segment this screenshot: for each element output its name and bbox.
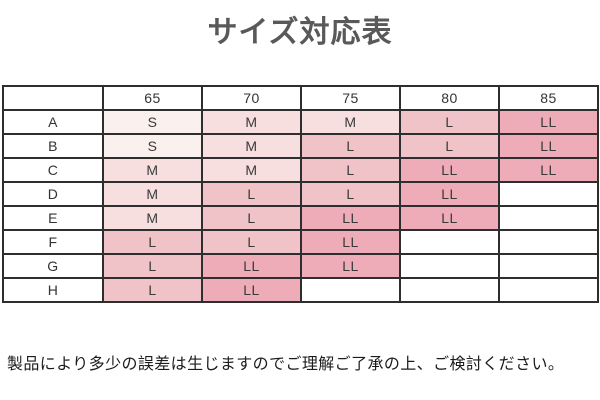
table-row: A S M M L LL bbox=[2, 109, 599, 135]
size-cell: LL bbox=[498, 157, 599, 183]
size-cell: LL bbox=[399, 205, 500, 231]
disclaimer-note: 製品により多少の誤差は生じますのでご理解ご了承の上、ご検討ください。 bbox=[7, 356, 565, 373]
empty-cell bbox=[498, 229, 599, 255]
size-cell: M bbox=[201, 157, 302, 183]
empty-cell bbox=[399, 253, 500, 279]
size-cell: LL bbox=[300, 229, 401, 255]
size-cell: LL bbox=[300, 205, 401, 231]
row-label-cell: A bbox=[2, 109, 104, 135]
size-cell: M bbox=[201, 109, 302, 135]
size-cell: L bbox=[201, 205, 302, 231]
row-label-cell: G bbox=[2, 253, 104, 279]
size-cell: M bbox=[300, 109, 401, 135]
size-cell: M bbox=[102, 205, 203, 231]
size-cell: L bbox=[102, 277, 203, 303]
column-header-cell: 75 bbox=[300, 85, 401, 111]
table-header-row: 65 70 75 80 85 bbox=[2, 85, 599, 111]
size-cell: L bbox=[300, 133, 401, 159]
empty-cell bbox=[498, 277, 599, 303]
size-cell: M bbox=[102, 181, 203, 207]
size-cell: S bbox=[102, 133, 203, 159]
size-cell: L bbox=[102, 253, 203, 279]
table-row: E M L LL LL bbox=[2, 205, 599, 231]
size-cell: LL bbox=[498, 133, 599, 159]
row-label-cell: E bbox=[2, 205, 104, 231]
column-header-cell: 65 bbox=[102, 85, 203, 111]
empty-cell bbox=[498, 205, 599, 231]
empty-cell bbox=[300, 277, 401, 303]
corner-cell bbox=[2, 85, 104, 111]
row-label-cell: C bbox=[2, 157, 104, 183]
column-header-cell: 80 bbox=[399, 85, 500, 111]
table-row: G L LL LL bbox=[2, 253, 599, 279]
empty-cell bbox=[498, 181, 599, 207]
table-row: D M L L LL bbox=[2, 181, 599, 207]
size-table-body: 65 70 75 80 85 A S M M L LL B S M L L LL C M M L LL LL D M L L LL E M… bbox=[2, 85, 599, 303]
size-cell: M bbox=[201, 133, 302, 159]
row-label-cell: F bbox=[2, 229, 104, 255]
size-cell: LL bbox=[498, 109, 599, 135]
size-cell: M bbox=[102, 157, 203, 183]
size-cell: L bbox=[300, 157, 401, 183]
size-cell: LL bbox=[399, 157, 500, 183]
size-cell: L bbox=[102, 229, 203, 255]
table-row: F L L LL bbox=[2, 229, 599, 255]
size-cell: L bbox=[399, 109, 500, 135]
size-cell: LL bbox=[201, 277, 302, 303]
size-cell: LL bbox=[201, 253, 302, 279]
size-cell: L bbox=[300, 181, 401, 207]
page-title: サイズ対応表 bbox=[207, 16, 393, 49]
empty-cell bbox=[399, 229, 500, 255]
table-row: C M M L LL LL bbox=[2, 157, 599, 183]
size-correspondence-table: 65 70 75 80 85 A S M M L LL B S M L L LL C M M L LL LL D M L L LL E M… bbox=[2, 85, 599, 303]
size-cell: L bbox=[201, 229, 302, 255]
row-label-cell: H bbox=[2, 277, 104, 303]
row-label-cell: B bbox=[2, 133, 104, 159]
column-header-cell: 85 bbox=[498, 85, 599, 111]
size-cell: LL bbox=[300, 253, 401, 279]
column-header-cell: 70 bbox=[201, 85, 302, 111]
row-label-cell: D bbox=[2, 181, 104, 207]
size-cell: LL bbox=[399, 181, 500, 207]
size-cell: L bbox=[201, 181, 302, 207]
size-cell: L bbox=[399, 133, 500, 159]
table-row: H L LL bbox=[2, 277, 599, 303]
size-cell: S bbox=[102, 109, 203, 135]
empty-cell bbox=[498, 253, 599, 279]
table-row: B S M L L LL bbox=[2, 133, 599, 159]
empty-cell bbox=[399, 277, 500, 303]
